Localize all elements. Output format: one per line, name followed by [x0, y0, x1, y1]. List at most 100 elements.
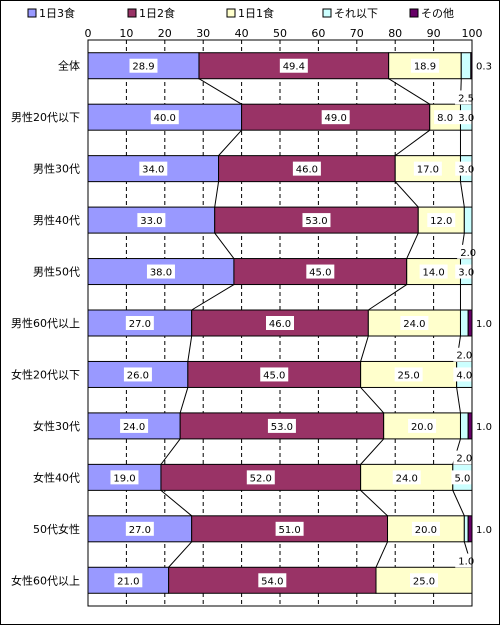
category-label: 50代女性 — [33, 522, 80, 536]
series-line — [218, 129, 242, 156]
data-label-bg — [453, 367, 476, 382]
category-label: 男性20代以下 — [11, 110, 80, 124]
series-line — [187, 335, 193, 362]
data-label: 8.0 — [437, 113, 453, 124]
bar-segment — [460, 52, 472, 80]
x-tick-label: 20 — [158, 27, 172, 40]
legend-label-5: その他 — [421, 7, 454, 20]
data-label: 38.0 — [150, 268, 172, 279]
data-label: 24.0 — [403, 319, 425, 330]
series-line — [394, 181, 419, 208]
x-tick-label: 70 — [350, 27, 364, 40]
series-line — [388, 78, 431, 105]
series-line — [456, 387, 461, 413]
data-label-bg — [110, 470, 139, 485]
data-label: 21.0 — [117, 576, 139, 587]
data-label-bg — [473, 521, 495, 536]
x-tick-label: 60 — [311, 27, 325, 40]
category-label: 女性60代以上 — [11, 573, 80, 587]
data-label: 2.0 — [456, 454, 472, 465]
data-label-bg — [125, 521, 154, 536]
data-label-bg — [453, 450, 476, 465]
legend-label-1: 1日3食 — [39, 6, 75, 20]
data-label: 3.0 — [458, 268, 474, 279]
data-label-bg — [114, 573, 143, 588]
data-label: 19.0 — [113, 473, 135, 484]
data-label: 25.0 — [398, 370, 420, 381]
x-tick-label: 50 — [273, 27, 287, 40]
data-label-bg — [292, 161, 321, 176]
series-line — [160, 438, 181, 465]
data-label: 4.0 — [456, 370, 472, 381]
data-label: 2.5 — [458, 93, 474, 104]
data-label: 24.0 — [123, 422, 145, 433]
data-label: 25.0 — [413, 576, 435, 587]
series-line — [168, 541, 193, 568]
data-label-bg — [473, 316, 495, 330]
data-label-bg — [473, 418, 495, 433]
data-label-bg — [451, 470, 474, 485]
data-label-bg — [150, 110, 179, 125]
legend: 1日3食 1日2食 1日1食 それ以下 その他 — [27, 6, 454, 20]
data-label: 45.0 — [263, 370, 285, 381]
data-label: 34.0 — [142, 165, 164, 176]
data-label: 2.0 — [456, 351, 472, 362]
plot-area-frame — [87, 39, 473, 607]
x-tick-label: 0 — [85, 27, 92, 40]
data-label: 49.0 — [325, 113, 347, 124]
series-line — [214, 232, 235, 259]
legend-swatch-4 — [322, 8, 332, 18]
bars — [87, 52, 473, 594]
data-label-bg — [400, 316, 429, 330]
data-label-bg — [267, 418, 296, 433]
data-label-bg — [306, 264, 335, 279]
data-label-bg — [434, 110, 457, 125]
x-tick-label: 90 — [427, 27, 441, 40]
data-label: 12.0 — [430, 216, 452, 227]
data-label-bg — [392, 470, 421, 485]
bar-segment — [459, 412, 469, 440]
bar-segment — [467, 412, 473, 440]
series-line — [375, 541, 388, 568]
data-label-bg — [139, 161, 168, 176]
data-label: 1.0 — [476, 422, 492, 433]
data-label-bg — [473, 58, 495, 73]
data-label: 3.0 — [458, 113, 474, 124]
data-labels: 28.9 49.4 18.9 2.5 0.3 40.0 49.0 8.0 3.0 34.0 46.0… — [110, 58, 495, 588]
category-label: 男性50代 — [33, 265, 80, 279]
category-label: 男性40代 — [33, 213, 80, 227]
series-line — [198, 78, 242, 105]
data-label: 0.3 — [476, 62, 492, 73]
data-label-bg — [279, 58, 308, 73]
data-label-bg — [146, 264, 175, 279]
x-tick-label: 30 — [196, 27, 210, 40]
category-label: 女性40代 — [33, 470, 80, 484]
data-label: 2.0 — [460, 248, 476, 259]
series-line — [191, 284, 235, 311]
bar-segment — [463, 515, 469, 543]
data-label-bg — [321, 110, 350, 125]
series-line — [459, 181, 465, 208]
data-label: 1.0 — [476, 525, 492, 536]
series-line — [394, 129, 431, 157]
bar-segment — [467, 515, 473, 543]
category-label: 男性30代 — [33, 162, 80, 176]
data-label-bg — [408, 418, 437, 433]
data-label: 17.0 — [417, 165, 439, 176]
data-label-bg — [427, 213, 456, 228]
legend-swatch-3 — [226, 8, 236, 18]
data-label-bg — [123, 367, 152, 382]
data-label: 27.0 — [129, 525, 151, 536]
data-label: 27.0 — [129, 319, 151, 330]
data-label: 53.0 — [305, 216, 327, 227]
bar-segment — [459, 309, 469, 337]
legend-label-2: 1日2食 — [139, 6, 175, 20]
data-label-bg — [246, 470, 275, 485]
data-label: 24.0 — [396, 473, 418, 484]
series-line — [360, 438, 385, 465]
data-label-bg — [410, 573, 438, 588]
data-label-bg — [137, 213, 166, 228]
data-label-bg — [419, 264, 448, 279]
data-label-bg — [260, 367, 289, 382]
data-label: 1.0 — [458, 557, 474, 568]
